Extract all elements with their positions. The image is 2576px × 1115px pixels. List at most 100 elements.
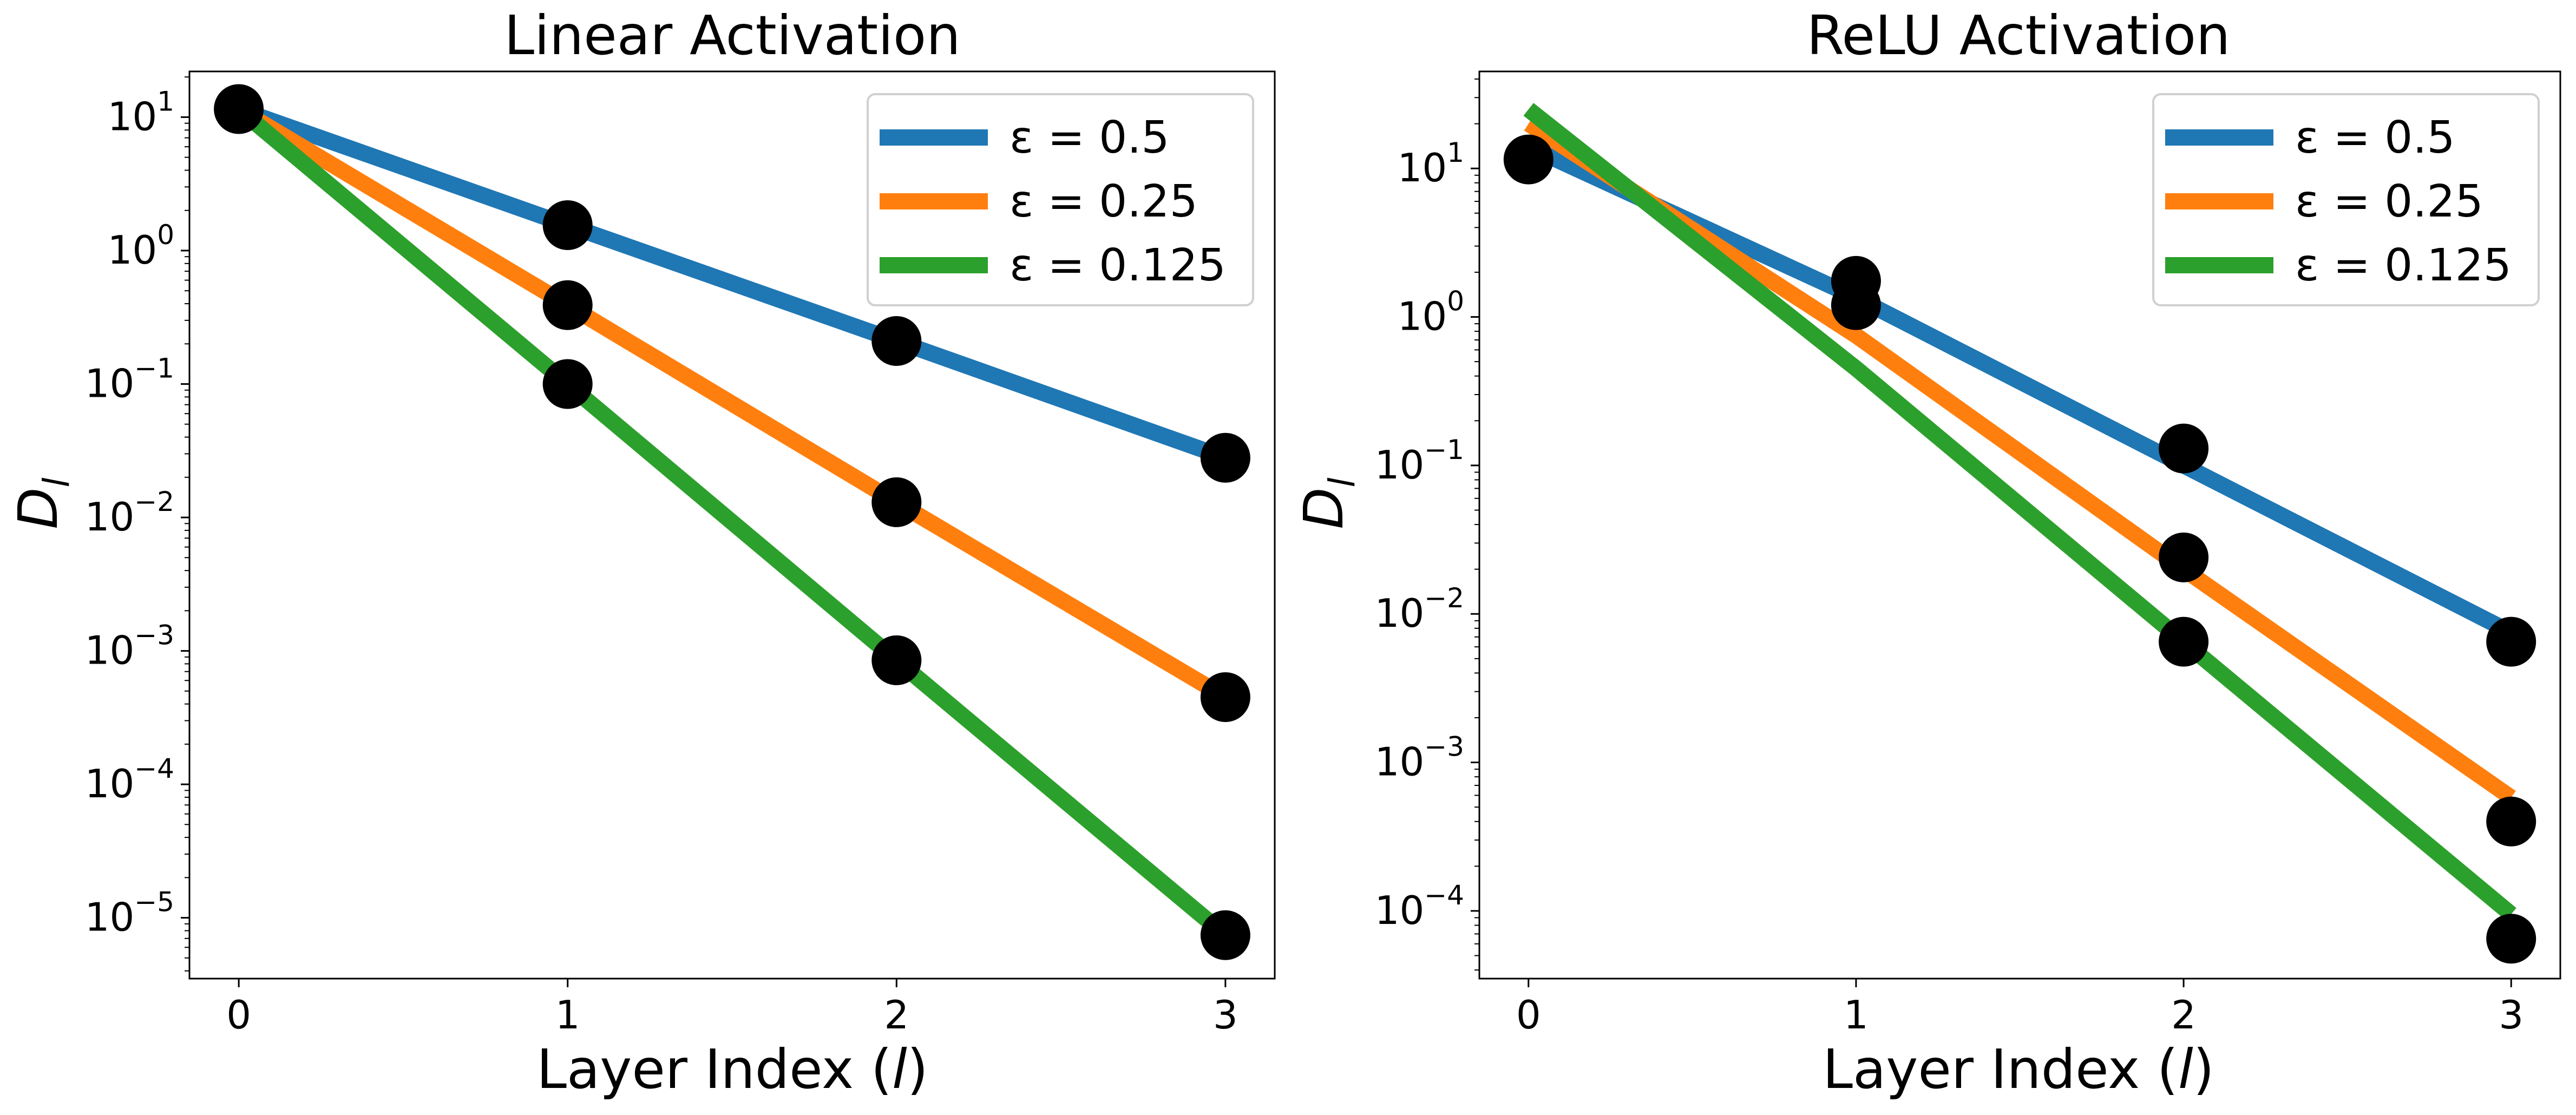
y-tick-exponent: −4 bbox=[1424, 880, 1464, 911]
y-tick-label: 101 bbox=[108, 86, 174, 139]
chart-title: Linear Activation bbox=[504, 4, 960, 67]
series-line-1 bbox=[234, 102, 1230, 704]
x-axis-label: Layer Index (l) bbox=[536, 1038, 928, 1101]
y-axis-label-d: D bbox=[6, 488, 70, 529]
y-tick-base: 10 bbox=[1375, 739, 1425, 785]
data-point bbox=[542, 280, 593, 330]
y-tick-label: 10−3 bbox=[85, 620, 174, 673]
legend: ε = 0.5 ε = 0.25 ε = 0.125 bbox=[867, 93, 1254, 306]
data-point bbox=[1200, 910, 1250, 960]
x-tick-label: 2 bbox=[884, 992, 909, 1038]
legend: ε = 0.5 ε = 0.25 ε = 0.125 bbox=[2152, 93, 2540, 306]
legend-label: ε = 0.25 bbox=[2295, 176, 2483, 227]
y-tick-base: 10 bbox=[1375, 888, 1425, 933]
y-tick-label: 100 bbox=[108, 219, 174, 273]
data-point bbox=[1503, 134, 1554, 185]
x-tick-label: 0 bbox=[1516, 992, 1541, 1038]
y-tick-base: 10 bbox=[85, 360, 135, 406]
data-point bbox=[1831, 280, 1881, 330]
y-tick-base: 10 bbox=[85, 761, 135, 806]
x-tick-label: 1 bbox=[1844, 992, 1869, 1038]
y-tick-exponent: −2 bbox=[1424, 582, 1464, 614]
y-tick-label: 10−2 bbox=[1375, 582, 1464, 636]
x-tick-label: 0 bbox=[226, 992, 251, 1038]
data-point bbox=[214, 84, 264, 134]
y-tick-label: 10−1 bbox=[85, 352, 174, 406]
legend-label: ε = 0.5 bbox=[1010, 112, 1170, 163]
y-tick-exponent: −1 bbox=[134, 352, 174, 384]
legend-label: ε = 0.125 bbox=[2295, 240, 2512, 291]
y-tick-base: 10 bbox=[85, 895, 135, 940]
data-point bbox=[542, 359, 593, 409]
x-tick-label: 3 bbox=[2499, 992, 2523, 1038]
y-tick-exponent: 1 bbox=[1447, 137, 1464, 168]
y-tick-exponent: −4 bbox=[134, 753, 174, 784]
legend-label: ε = 0.5 bbox=[2295, 112, 2455, 163]
x-axis-label-close: ) bbox=[2193, 1038, 2214, 1101]
chart-title: ReLU Activation bbox=[1807, 4, 2231, 67]
y-tick-base: 10 bbox=[108, 227, 158, 273]
series-line-0 bbox=[236, 101, 1228, 465]
y-axis-label: Dl bbox=[6, 477, 77, 529]
x-tick-label: 3 bbox=[1213, 992, 1238, 1038]
data-point bbox=[1200, 432, 1250, 483]
legend-box bbox=[2152, 93, 2540, 306]
y-tick-label: 10−4 bbox=[85, 753, 174, 806]
data-point bbox=[871, 477, 922, 527]
y-tick-base: 10 bbox=[85, 628, 135, 673]
data-point bbox=[871, 635, 922, 685]
panel-relu-activation: ReLU Activation Layer Index (l) Dl 0 1 2 31… bbox=[1292, 4, 2561, 1101]
data-point bbox=[2159, 616, 2209, 667]
y-tick-base: 10 bbox=[1375, 591, 1425, 636]
x-axis-label-close: ) bbox=[907, 1038, 928, 1101]
y-tick-exponent: −3 bbox=[1424, 731, 1464, 763]
y-tick-exponent: −1 bbox=[1424, 434, 1464, 465]
y-tick-label: 10−2 bbox=[85, 486, 174, 540]
data-point bbox=[2159, 532, 2209, 582]
x-axis-label-text: Layer Index ( bbox=[1823, 1038, 2178, 1101]
x-tick-label: 1 bbox=[555, 992, 580, 1038]
y-tick-exponent: 1 bbox=[157, 86, 174, 117]
x-axis-label-var: l bbox=[892, 1038, 907, 1101]
data-point bbox=[871, 316, 922, 366]
data-point bbox=[2486, 914, 2536, 964]
y-axis-label-d: D bbox=[1292, 488, 1355, 529]
y-axis-label-sub: l bbox=[1321, 477, 1363, 488]
legend-label: ε = 0.125 bbox=[1010, 240, 1226, 291]
legend-label: ε = 0.25 bbox=[1010, 176, 1198, 227]
y-tick-exponent: 0 bbox=[1447, 286, 1464, 317]
data-point bbox=[1200, 672, 1250, 722]
data-point bbox=[2159, 423, 2209, 474]
y-tick-label: 101 bbox=[1398, 137, 1464, 191]
y-tick-base: 10 bbox=[85, 494, 135, 540]
y-tick-base: 10 bbox=[1398, 145, 1447, 191]
series-line-2 bbox=[233, 102, 1231, 942]
series-line-2 bbox=[1523, 103, 2516, 921]
y-axis-label-sub: l bbox=[36, 477, 77, 488]
y-tick-exponent: −2 bbox=[134, 486, 174, 517]
y-tick-label: 10−5 bbox=[85, 887, 174, 940]
y-tick-exponent: −3 bbox=[134, 620, 174, 651]
y-tick-base: 10 bbox=[1398, 294, 1447, 339]
y-tick-label: 10−4 bbox=[1375, 880, 1464, 933]
data-point bbox=[2486, 616, 2536, 667]
y-axis-label: Dl bbox=[1292, 477, 1363, 529]
y-tick-base: 10 bbox=[1375, 442, 1425, 488]
y-tick-label: 100 bbox=[1398, 286, 1464, 339]
data-point bbox=[542, 200, 593, 250]
x-axis-label-var: l bbox=[2178, 1038, 2193, 1101]
y-tick-exponent: −5 bbox=[134, 887, 174, 918]
y-tick-label: 10−1 bbox=[1375, 434, 1464, 488]
data-point bbox=[2486, 796, 2536, 847]
y-tick-base: 10 bbox=[108, 94, 158, 139]
x-tick-label: 2 bbox=[2171, 992, 2196, 1038]
x-axis-label-text: Layer Index ( bbox=[536, 1038, 892, 1101]
legend-box bbox=[867, 93, 1254, 306]
y-tick-exponent: 0 bbox=[157, 219, 174, 251]
x-axis-label: Layer Index (l) bbox=[1823, 1038, 2214, 1101]
axes-frame bbox=[188, 70, 1276, 980]
